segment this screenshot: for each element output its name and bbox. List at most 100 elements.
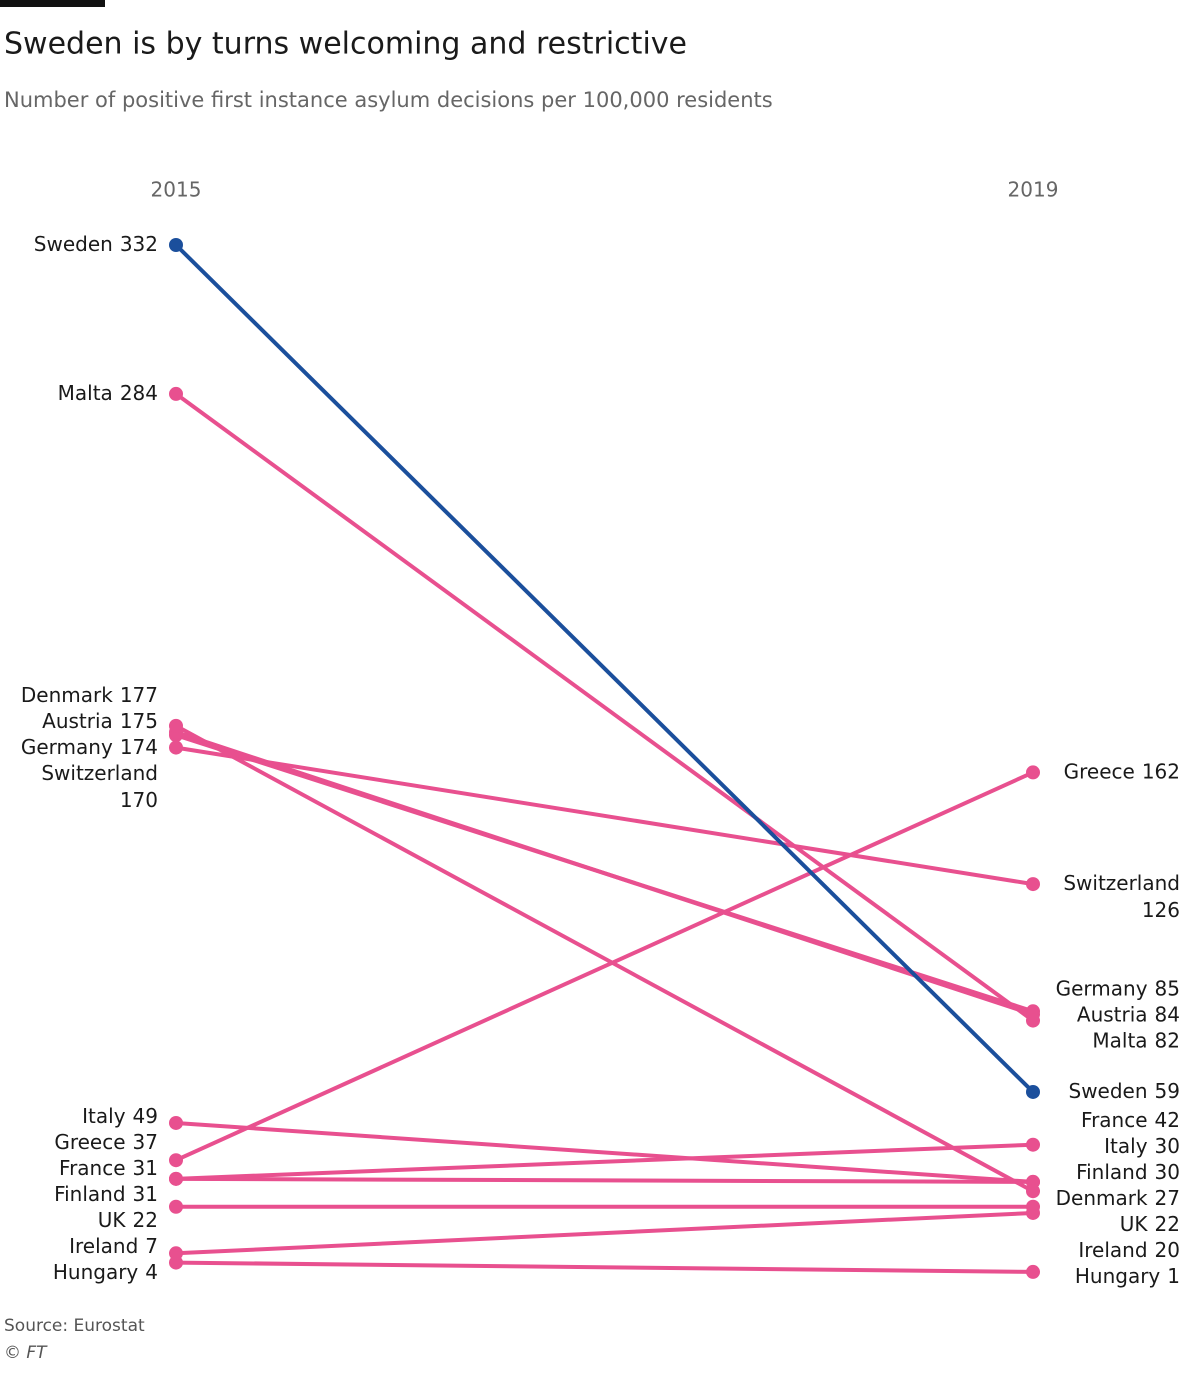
label-value: 27: [1155, 1185, 1180, 1209]
label-value: 20: [1155, 1237, 1180, 1261]
point-label: UK 22: [1120, 1211, 1180, 1235]
label-name: UK: [1120, 1211, 1149, 1235]
point: [169, 1246, 183, 1261]
label-value: 175: [120, 709, 158, 733]
label-name: Denmark: [1056, 1185, 1148, 1209]
label-value: 49: [133, 1103, 158, 1127]
point-label: Switzerland 170: [41, 761, 158, 812]
point-label: Switzerland 126: [1063, 871, 1180, 922]
point-label: Ireland 20: [1078, 1237, 1180, 1261]
slope-line: [175, 1176, 1034, 1184]
column-label: 2015: [151, 178, 202, 202]
point-label: Finland 31: [54, 1181, 158, 1205]
point-label: Ireland 7: [69, 1233, 158, 1257]
label-name: Greece: [54, 1129, 125, 1153]
label-value: 30: [1155, 1133, 1180, 1157]
point-label: Italy 30: [1104, 1133, 1180, 1157]
label-name: Italy: [1104, 1133, 1148, 1157]
slope-line: [175, 1142, 1034, 1181]
point-label: Germany 85: [1056, 976, 1180, 1000]
point-label: UK 22: [98, 1207, 158, 1231]
label-value: 177: [120, 683, 158, 707]
point: [1026, 1264, 1040, 1279]
label-value: 30: [1155, 1159, 1180, 1183]
label-value: 85: [1155, 976, 1180, 1000]
label-name: Hungary: [1075, 1263, 1161, 1287]
point: [169, 1153, 183, 1168]
label-value: 174: [120, 735, 158, 759]
label-value: 31: [133, 1181, 158, 1205]
label-name: Germany: [21, 735, 113, 759]
point-label: Greece 162: [1064, 759, 1180, 783]
point-label: Germany 174: [21, 735, 158, 759]
label-name: UK: [98, 1207, 127, 1231]
point: [169, 718, 183, 733]
point-label: Hungary 1: [1075, 1263, 1180, 1287]
point-label: Denmark 27: [1056, 1185, 1180, 1209]
label-name: Austria: [1077, 1002, 1148, 1026]
slope-line: [174, 243, 1035, 1094]
label-value: 84: [1155, 1002, 1180, 1026]
point-label: Italy 49: [82, 1103, 158, 1127]
label-value: 42: [1155, 1107, 1180, 1131]
label-value: 170: [120, 788, 158, 812]
point: [169, 1199, 183, 1214]
point: [1026, 765, 1040, 780]
slope-line: [174, 392, 1035, 1023]
point-label: Sweden 59: [1069, 1078, 1181, 1102]
slope-line: [175, 770, 1034, 1163]
label-value: 37: [133, 1129, 158, 1153]
label-name: Italy: [82, 1103, 126, 1127]
point-label: France 31: [59, 1155, 158, 1179]
label-name: Hungary: [53, 1259, 139, 1283]
chart-title: Sweden is by turns welcoming and restric…: [4, 27, 687, 62]
point-label: Finland 30: [1076, 1159, 1180, 1183]
label-name: Germany: [1056, 976, 1148, 1000]
slope-line: [175, 1120, 1034, 1184]
point-label: Austria 175: [42, 709, 158, 733]
label-value: 82: [1155, 1028, 1180, 1052]
point: [1026, 1084, 1040, 1099]
label-value: 284: [120, 380, 158, 404]
credit: © FT: [4, 1343, 48, 1363]
label-name: Greece: [1064, 759, 1135, 783]
label-name: Denmark: [21, 683, 113, 707]
point-label: Austria 84: [1077, 1002, 1180, 1026]
point: [1026, 877, 1040, 892]
label-value: 59: [1155, 1078, 1180, 1102]
label-value: 7: [145, 1233, 158, 1257]
point: [169, 386, 183, 401]
point-label: Malta 82: [1092, 1028, 1180, 1052]
label-value: 1: [1167, 1263, 1180, 1287]
label-value: 162: [1142, 759, 1180, 783]
point: [1026, 1013, 1040, 1028]
slope-line: [175, 745, 1034, 887]
label-name: Ireland: [1078, 1237, 1147, 1261]
label-name: Ireland: [69, 1233, 138, 1257]
label-name: Malta: [1092, 1028, 1147, 1052]
slope-line: [175, 724, 1034, 1193]
label-value: 332: [120, 232, 158, 256]
label-name: France: [59, 1155, 126, 1179]
point-label: Denmark 177: [21, 683, 158, 707]
point-label: Sweden 332: [34, 232, 158, 256]
point-label: France 42: [1081, 1107, 1180, 1131]
column-label: 2019: [1008, 178, 1059, 202]
slope-line: [175, 1210, 1034, 1256]
point: [1026, 1199, 1040, 1214]
point: [1026, 1184, 1040, 1199]
label-value: 31: [133, 1155, 158, 1179]
point: [169, 740, 183, 755]
label-value: 22: [1155, 1211, 1180, 1235]
point-label: Greece 37: [54, 1129, 158, 1153]
label-name: Malta: [58, 380, 113, 404]
label-value: 22: [133, 1207, 158, 1231]
label-name: Finland: [54, 1181, 125, 1205]
point-label: Malta 284: [58, 380, 158, 404]
label-name: Sweden: [1069, 1078, 1148, 1102]
slope-line: [175, 1260, 1034, 1274]
point: [169, 1115, 183, 1130]
point: [169, 1171, 183, 1186]
label-name: France: [1081, 1107, 1148, 1131]
